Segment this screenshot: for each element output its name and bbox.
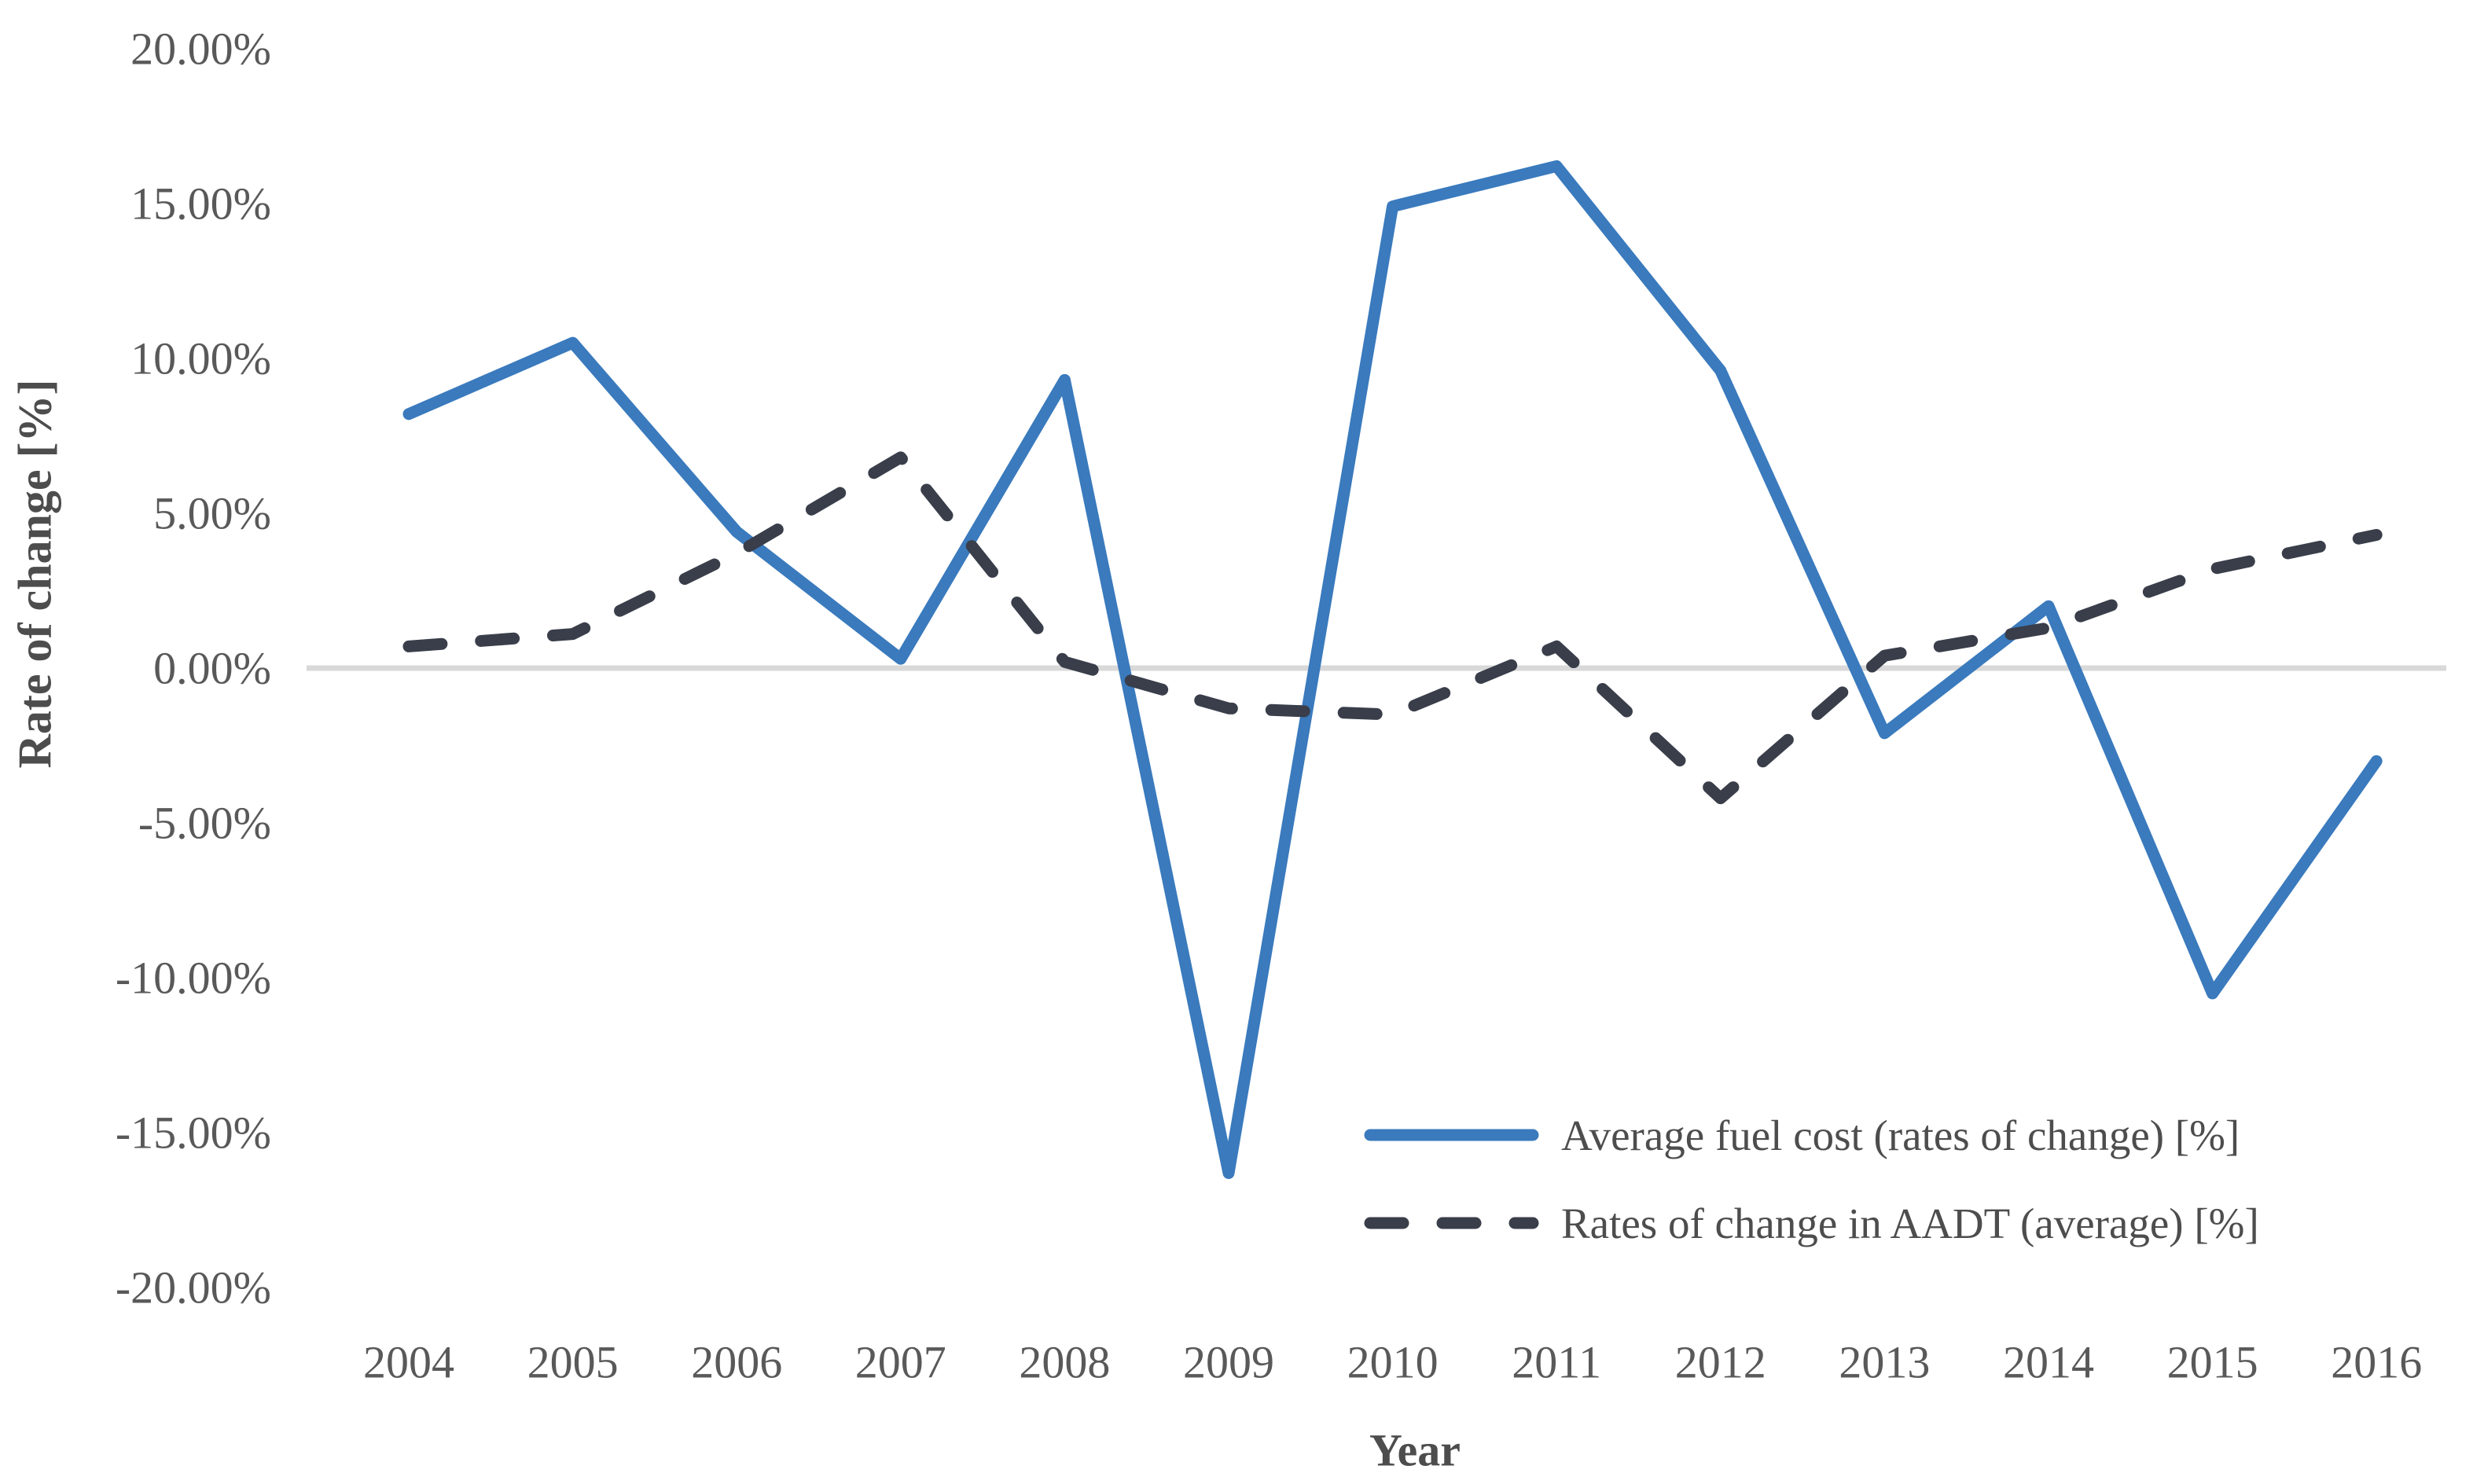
x-tick-label: 2004 bbox=[363, 1336, 454, 1388]
x-tick-label: 2013 bbox=[1839, 1336, 1931, 1388]
y-tick-label: -20.00% bbox=[115, 1262, 271, 1313]
legend-label-aadt: Rates of change in AADT (average) [%] bbox=[1561, 1199, 2259, 1247]
x-tick-label: 2016 bbox=[2331, 1336, 2423, 1388]
y-tick-label: 10.00% bbox=[130, 332, 271, 384]
x-tick-label: 2014 bbox=[2003, 1336, 2094, 1388]
y-tick-label: 15.00% bbox=[130, 178, 271, 230]
x-tick-label: 2007 bbox=[854, 1336, 946, 1388]
y-tick-label: 20.00% bbox=[130, 23, 271, 75]
legend-label-fuel-cost: Average fuel cost (rates of change) [%] bbox=[1561, 1111, 2240, 1159]
x-tick-label: 2009 bbox=[1183, 1336, 1274, 1388]
legend-item-aadt: Rates of change in AADT (average) [%] bbox=[1364, 1179, 2259, 1267]
legend-solid-line-sample bbox=[1364, 1129, 1539, 1141]
legend-item-fuel-cost: Average fuel cost (rates of change) [%] bbox=[1364, 1091, 2259, 1179]
x-tick-label: 2008 bbox=[1019, 1336, 1111, 1388]
y-tick-label: -5.00% bbox=[138, 797, 271, 849]
x-tick-label: 2012 bbox=[1674, 1336, 1766, 1388]
series-line-aadt bbox=[402, 451, 2383, 805]
y-tick-label: 5.00% bbox=[153, 487, 271, 539]
y-tick-label: 0.00% bbox=[153, 642, 271, 694]
series-line-fuel-cost bbox=[402, 160, 2383, 1179]
x-axis-title: Year bbox=[1369, 1424, 1461, 1476]
x-tick-label: 2015 bbox=[2166, 1336, 2258, 1388]
x-tick-label: 2005 bbox=[527, 1336, 619, 1388]
y-axis-title: Rate of change [%] bbox=[9, 379, 61, 769]
x-tick-label: 2011 bbox=[1512, 1336, 1602, 1388]
y-tick-label: -10.00% bbox=[115, 952, 271, 1004]
y-tick-label: -15.00% bbox=[115, 1107, 271, 1159]
legend-dashed-line-sample bbox=[1364, 1217, 1539, 1229]
x-tick-label: 2006 bbox=[691, 1336, 783, 1388]
legend: Average fuel cost (rates of change) [%] … bbox=[1364, 1091, 2259, 1267]
x-tick-label: 2010 bbox=[1347, 1336, 1439, 1388]
